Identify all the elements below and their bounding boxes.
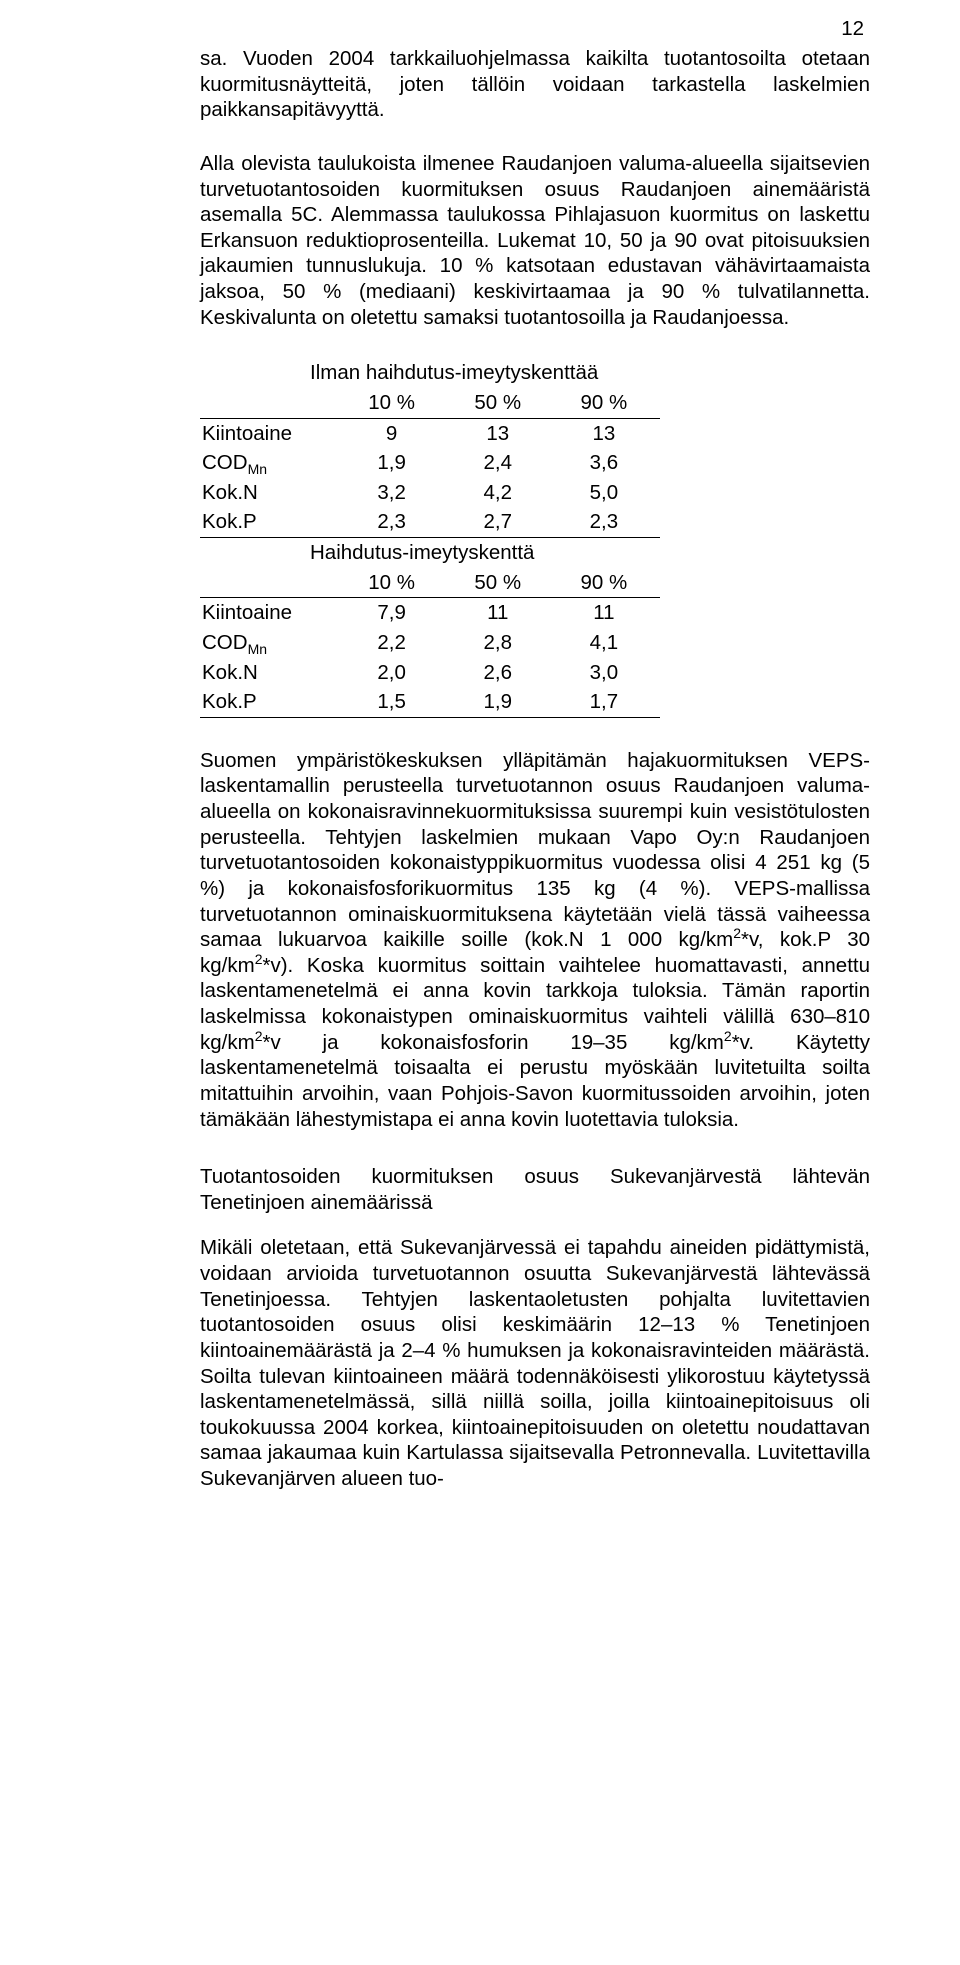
table-cell: 3,2 [342,478,448,508]
table-row-label: Kok.N [200,658,342,688]
table-cell: 1,9 [448,687,554,717]
table-2-head-50: 50 % [448,568,554,598]
paragraph-4: Mikäli oletetaan, että Sukevanjärvessä e… [200,1235,870,1491]
table-2-caption: Haihdutus-imeytyskenttä [200,538,660,568]
table-cell: 1,9 [342,448,448,478]
table-2-head-90: 90 % [554,568,660,598]
table-cell: 3,6 [554,448,660,478]
table-1-head-90: 90 % [554,388,660,418]
table-cell: 13 [554,418,660,448]
table-cell: 2,8 [448,628,554,658]
table-cell: 3,0 [554,658,660,688]
table-1: Ilman haihdutus-imeytyskenttää 10 % 50 %… [200,358,660,718]
table-row-label: CODMn [200,628,342,658]
table-row-label: Kiintoaine [200,598,342,628]
data-tables: Ilman haihdutus-imeytyskenttää 10 % 50 %… [200,358,870,718]
table-cell: 2,6 [448,658,554,688]
table-cell: 5,0 [554,478,660,508]
table-row-label: Kiintoaine [200,418,342,448]
table-1-head-blank [200,388,342,418]
table-cell: 9 [342,418,448,448]
table-cell: 2,3 [342,507,448,537]
table-cell: 1,7 [554,687,660,717]
section-title-2: Tuotantosoiden kuormituksen osuus Sukeva… [200,1164,870,1215]
page-number: 12 [841,16,864,42]
table-cell: 11 [554,598,660,628]
paragraph-3: Suomen ympäristökeskuksen ylläpitämän ha… [200,748,870,1132]
table-cell: 2,2 [342,628,448,658]
table-2-head-blank [200,568,342,598]
table-cell: 13 [448,418,554,448]
table-1-head-50: 50 % [448,388,554,418]
paragraph-1: sa. Vuoden 2004 tarkkailuohjelmassa kaik… [200,46,870,123]
table-1-caption: Ilman haihdutus-imeytyskenttää [200,358,660,388]
table-cell: 2,0 [342,658,448,688]
table-cell: 2,3 [554,507,660,537]
table-cell: 7,9 [342,598,448,628]
table-cell: 2,4 [448,448,554,478]
table-row-label: Kok.P [200,507,342,537]
paragraph-2: Alla olevista taulukoista ilmenee Raudan… [200,151,870,330]
table-1-head-10: 10 % [342,388,448,418]
table-cell: 11 [448,598,554,628]
table-cell: 1,5 [342,687,448,717]
table-row-label: Kok.N [200,478,342,508]
table-row-label: CODMn [200,448,342,478]
table-2-head-10: 10 % [342,568,448,598]
table-cell: 4,2 [448,478,554,508]
table-row-label: Kok.P [200,687,342,717]
table-cell: 2,7 [448,507,554,537]
table-cell: 4,1 [554,628,660,658]
